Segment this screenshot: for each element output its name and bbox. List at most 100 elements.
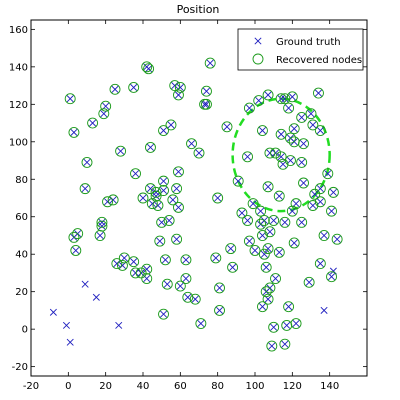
recovered-node-point [100, 100, 112, 112]
ground-truth-point [163, 280, 171, 288]
recovered-node-point [273, 246, 285, 258]
recovered-node-point [161, 278, 173, 290]
recovered-node-point [173, 166, 184, 178]
ground-truth-point [328, 207, 336, 215]
recovered-node-point [130, 267, 141, 279]
ground-truth-point [260, 250, 268, 258]
recovered-node-point [189, 293, 201, 305]
ground-truth-point [316, 198, 324, 206]
legend-marker-recovered-nodes [252, 53, 264, 65]
recovered-node-point [158, 185, 169, 196]
recovered-node-point [169, 80, 181, 92]
recovered-node-point [275, 93, 287, 105]
recovered-node-point [154, 235, 166, 247]
recovered-node-point [314, 125, 326, 136]
ground-truth-point [132, 170, 140, 178]
recovered-node-point [96, 216, 108, 228]
recovered-node-point [193, 147, 205, 159]
ground-truth-point [300, 140, 308, 148]
ground-truth-point [328, 273, 336, 281]
recovered-node-point [296, 156, 308, 168]
recovered-node-point [165, 119, 177, 131]
recovered-node-point [158, 175, 169, 187]
ground-truth-point [262, 263, 270, 271]
recovered-node-point [260, 261, 272, 273]
y-tick-label: 0 [22, 325, 28, 336]
highlight-dashed-circle [231, 97, 331, 213]
recovered-node-point [102, 196, 113, 208]
ground-truth-point [214, 194, 222, 202]
plot-frame [30, 19, 368, 377]
recovered-node-point [279, 93, 291, 105]
ground-truth-point [272, 275, 280, 283]
ground-truth-point [264, 91, 272, 99]
recovered-node-point [117, 260, 128, 271]
ground-truth-point [223, 123, 231, 131]
recovered-node-point [262, 181, 274, 193]
ground-truth-point [130, 258, 138, 266]
legend-box [237, 28, 364, 71]
x-tick-label: -20 [23, 381, 39, 392]
recovered-node-point [111, 258, 123, 270]
recovered-node-point [118, 252, 130, 264]
recovered-node-point [109, 83, 121, 95]
ground-truth-point [307, 110, 315, 118]
ground-truth-point [132, 269, 140, 277]
legend-label-recovered-nodes: Recovered nodes [276, 55, 362, 66]
recovered-node-point [94, 230, 106, 241]
recovered-node-point [318, 230, 330, 241]
ground-truth-point [320, 231, 328, 239]
recovered-node-point [64, 93, 76, 105]
recovered-node-point [249, 245, 261, 256]
ground-truth-point [197, 320, 205, 328]
recovered-node-point [201, 98, 212, 110]
recovered-node-point [68, 126, 80, 138]
ground-truth-point [281, 218, 289, 226]
recovered-node-point [98, 108, 110, 120]
ground-truth-point [160, 177, 168, 185]
ground-truth-point [83, 158, 91, 166]
recovered-node-point [285, 132, 296, 144]
ground-truth-point [161, 256, 169, 264]
recovered-node-point [314, 183, 326, 195]
legend-o-marker [252, 53, 264, 65]
recovered-node-point [305, 108, 317, 120]
recovered-node-point [322, 168, 334, 180]
ground-truth-point [298, 158, 306, 166]
ground-truth-point [49, 308, 57, 316]
ground-truth-point [96, 231, 104, 239]
recovered-node-point [268, 215, 280, 226]
recovered-node-point [307, 119, 319, 131]
ground-truth-point [145, 65, 153, 73]
ground-truth-point [244, 216, 252, 225]
x-tick-label: 0 [65, 381, 71, 392]
recovered-node-point [264, 147, 276, 159]
legend-marker-ground-truth [254, 37, 262, 45]
recovered-node-point [331, 233, 343, 245]
ground-truth-point [111, 85, 119, 93]
recovered-node-point [141, 61, 153, 73]
legend-label-ground-truth: Ground truth [276, 37, 341, 48]
recovered-node-point [145, 183, 156, 195]
x-tick-label: 40 [137, 381, 150, 392]
ground-truth-point [266, 228, 274, 236]
x-tick-label: 140 [320, 381, 339, 392]
ground-truth-point [272, 149, 280, 157]
ground-truth-point [176, 282, 184, 290]
ground-truth-point [257, 207, 265, 215]
y-tick-label: -20 [12, 362, 28, 373]
recovered-node-point [298, 177, 309, 189]
ground-truth-point [81, 280, 89, 288]
recovered-node-point [264, 226, 276, 238]
ground-truth-point [66, 95, 74, 103]
recovered-node-point [195, 318, 207, 329]
recovered-node-point [288, 237, 300, 249]
ground-truth-point [298, 218, 306, 226]
recovered-node-point [279, 216, 291, 228]
ground-truth-point [275, 248, 283, 256]
recovered-node-point [182, 291, 194, 303]
ground-truth-point [300, 179, 308, 187]
recovered-node-point [326, 271, 337, 283]
ground-truth-point [286, 157, 294, 165]
ground-truth-point [160, 127, 168, 135]
